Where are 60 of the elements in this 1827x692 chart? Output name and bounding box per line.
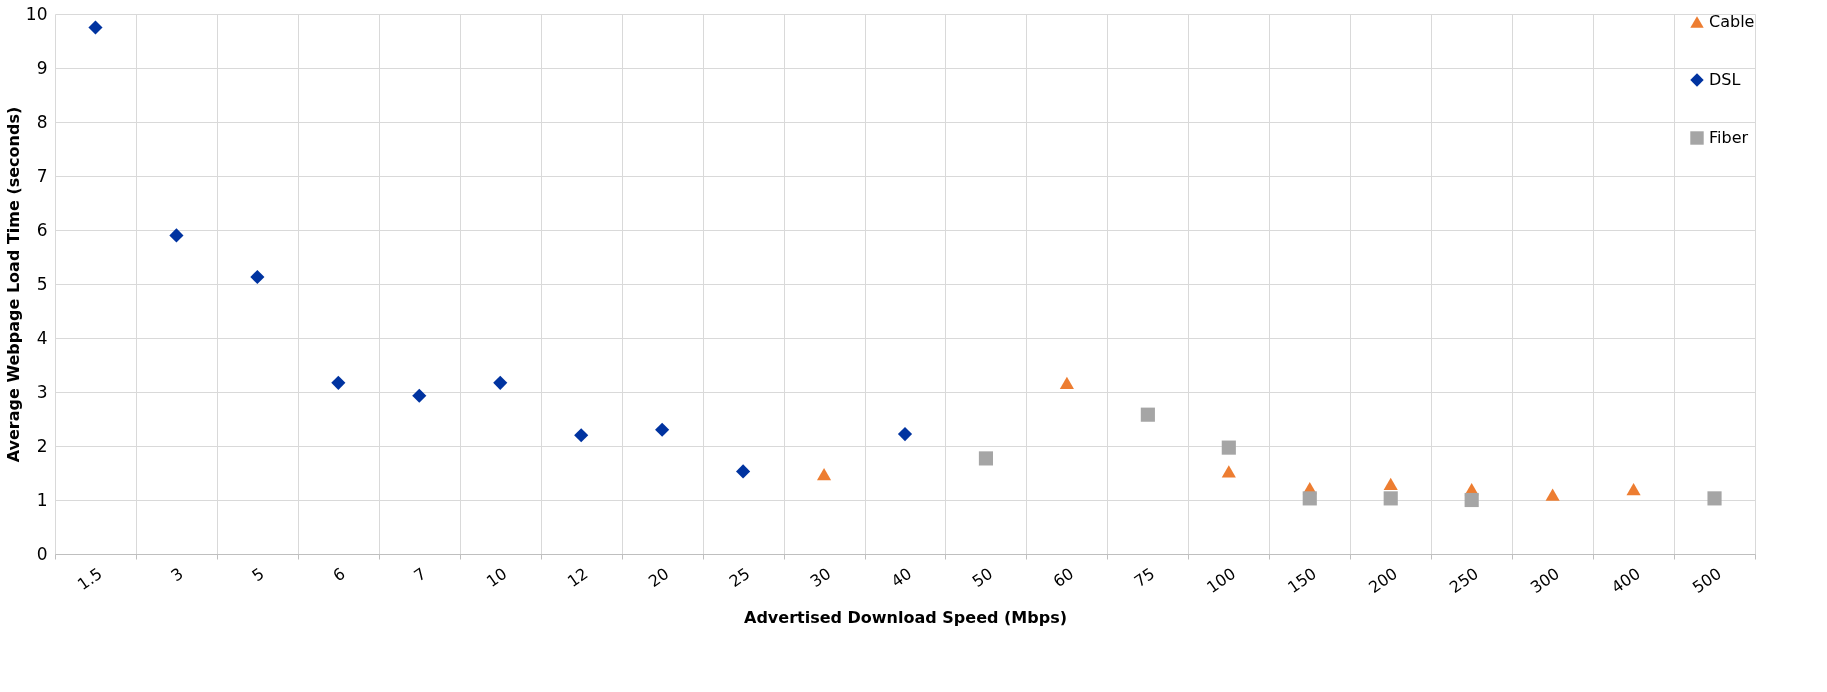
- point: [736, 464, 751, 479]
- x-tick-label: 30: [806, 563, 835, 592]
- y-tick-label: 2: [36, 435, 48, 456]
- x-tick-label: 300: [1526, 563, 1563, 597]
- point: [978, 451, 994, 466]
- point: [331, 375, 346, 390]
- point: [1626, 483, 1641, 496]
- y-tick-label: 9: [36, 57, 48, 78]
- x-tick-label: 10: [482, 563, 511, 592]
- y-tick-label: 8: [36, 111, 48, 132]
- x-tick-label: 1.5: [73, 563, 106, 595]
- x-tick-label: 75: [1130, 563, 1159, 592]
- point: [1302, 491, 1317, 506]
- point: [412, 388, 427, 403]
- point: [1140, 407, 1155, 422]
- y-tick-label: 0: [36, 543, 48, 564]
- point: [250, 269, 265, 285]
- y-tick-label: 10: [25, 3, 48, 24]
- y-tick-label: 1: [36, 489, 48, 510]
- x-tick-label: 40: [887, 563, 916, 592]
- y-tick-label: 3: [36, 381, 48, 402]
- x-tick-label: 200: [1365, 563, 1401, 597]
- point: [1221, 440, 1236, 455]
- x-tick-label: 20: [644, 563, 673, 592]
- x-tick-label: 150: [1284, 563, 1321, 597]
- x-tick-label: 12: [563, 563, 592, 592]
- point: [493, 375, 508, 390]
- x-tick-label: 5: [248, 563, 268, 586]
- x-tick-label: 250: [1446, 563, 1482, 597]
- x-tick-label: 7: [410, 563, 430, 586]
- legend-label: Fiber: [1709, 128, 1749, 147]
- point: [1707, 491, 1722, 506]
- point: [1545, 488, 1560, 501]
- x-axis-title: Advertised Download Speed (Mbps): [744, 608, 1067, 628]
- x-tick-label: 500: [1688, 563, 1725, 597]
- x-tick-label: 60: [1049, 563, 1078, 592]
- y-tick-label: 6: [36, 219, 48, 240]
- point: [897, 427, 913, 442]
- point: [1383, 477, 1398, 490]
- point: [88, 20, 103, 35]
- point: [169, 228, 184, 243]
- point: [1059, 376, 1074, 389]
- legend-label: DSL: [1709, 70, 1741, 89]
- y-tick-label: 4: [36, 327, 48, 348]
- y-tick-label: 7: [36, 165, 48, 186]
- x-tick-label: 25: [725, 563, 754, 592]
- y-axis-title: Average Webpage Load Time (seconds): [3, 106, 23, 463]
- x-tick-label: 100: [1203, 563, 1240, 597]
- point: [1464, 492, 1479, 508]
- x-tick-label: 3: [167, 563, 187, 586]
- point: [1221, 465, 1236, 478]
- point: [574, 428, 589, 443]
- y-tick-label: 5: [36, 273, 48, 294]
- x-tick-label: 400: [1607, 563, 1644, 597]
- point: [1383, 491, 1398, 506]
- x-tick-label: 6: [329, 563, 349, 586]
- legend-label: Cable: [1709, 12, 1755, 31]
- x-tick-label: 50: [968, 563, 997, 592]
- point: [655, 422, 670, 437]
- point: [816, 467, 832, 481]
